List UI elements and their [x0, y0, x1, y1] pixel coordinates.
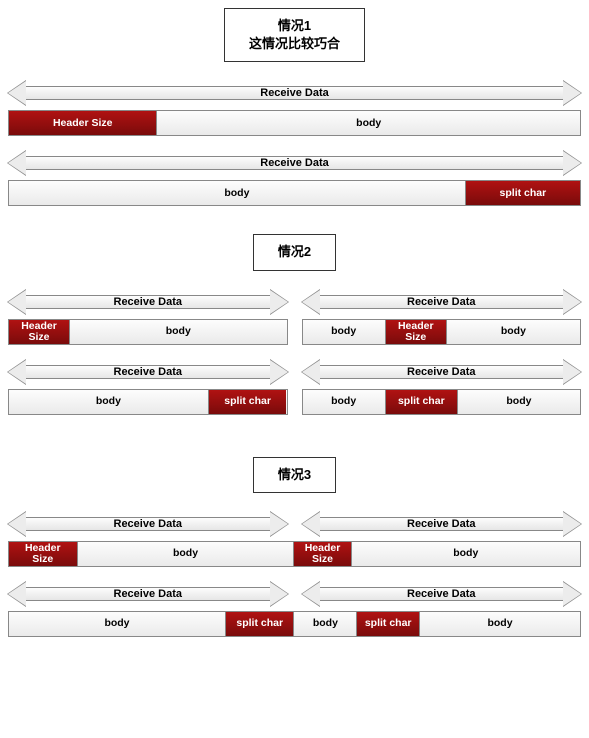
receive-arrow: Receive Data — [302, 359, 582, 385]
header-segment: Header Size — [9, 111, 157, 135]
receive-arrow: Receive Data — [8, 581, 288, 607]
arrow-label: Receive Data — [320, 365, 564, 379]
body-segment: body — [303, 320, 386, 344]
body-segment: body — [9, 612, 226, 636]
arrow-row: Receive Data Receive Data — [8, 511, 581, 541]
receive-arrow: Receive Data — [8, 359, 288, 385]
case-title: 情况3 — [253, 457, 336, 493]
data-bar: bodyHeader Sizebody — [302, 319, 582, 345]
data-bar: bodysplit charbodysplit charbody — [8, 611, 581, 637]
body-segment: body — [70, 320, 286, 344]
data-bar: Header Sizebody — [8, 110, 581, 136]
arrow-label: Receive Data — [320, 517, 564, 531]
data-bar: bodysplit char — [8, 389, 288, 415]
body-segment: body — [78, 542, 295, 566]
arrow-bar-group: Receive Data bodysplit char — [8, 150, 581, 206]
body-segment: body — [447, 320, 580, 344]
case-section: 情况3Receive DataReceive DataHeader Sizebo… — [8, 457, 581, 637]
arrow-label: Receive Data — [26, 86, 563, 100]
arrow-label: Receive Data — [26, 587, 270, 601]
diagram-root: 情况1 这情况比较巧合Receive DataHeader SizebodyRe… — [8, 8, 581, 637]
split-segment: split char — [357, 612, 420, 636]
arrow-label: Receive Data — [26, 156, 563, 170]
header-segment: Header Size — [9, 542, 78, 566]
receive-arrow: Receive Data — [8, 150, 581, 176]
data-bar: bodysplit charbody — [302, 389, 582, 415]
header-segment: Header Size — [386, 320, 447, 344]
arrow-bar-group: Receive Data bodysplit char — [8, 359, 288, 415]
case-section: 情况2Receive DataHeader SizebodyReceive Da… — [8, 234, 581, 428]
data-bar: bodysplit char — [8, 180, 581, 206]
split-segment: split char — [209, 390, 287, 414]
body-segment: body — [303, 390, 386, 414]
body-segment: body — [294, 612, 357, 636]
receive-arrow: Receive Data — [8, 511, 288, 537]
body-segment: body — [9, 390, 209, 414]
case-title: 情况2 — [253, 234, 336, 270]
row: Receive DataHeader SizebodyReceive Datab… — [8, 289, 581, 359]
receive-arrow: Receive Data — [302, 289, 582, 315]
receive-arrow: Receive Data — [8, 80, 581, 106]
case-section: 情况1 这情况比较巧合Receive DataHeader SizebodyRe… — [8, 8, 581, 206]
body-segment: body — [420, 612, 580, 636]
receive-arrow: Receive Data — [8, 289, 288, 315]
arrow-label: Receive Data — [320, 295, 564, 309]
arrow-bar-group: Receive Data Header Sizebody — [8, 80, 581, 136]
split-segment: split char — [386, 390, 458, 414]
arrow-label: Receive Data — [26, 517, 270, 531]
arrow-label: Receive Data — [26, 295, 270, 309]
header-segment: Header Size — [9, 320, 70, 344]
data-bar: Header SizebodyHeader Sizebody — [8, 541, 581, 567]
split-segment: split char — [466, 181, 580, 205]
split-segment: split char — [226, 612, 295, 636]
receive-arrow: Receive Data — [302, 581, 582, 607]
receive-arrow: Receive Data — [302, 511, 582, 537]
header-segment: Header Size — [294, 542, 351, 566]
arrow-bar-group: Receive Data bodysplit charbody — [302, 359, 582, 415]
arrow-bar-group: Receive Data bodyHeader Sizebody — [302, 289, 582, 345]
body-segment: body — [458, 390, 580, 414]
body-segment: body — [352, 542, 580, 566]
row: Receive Databodysplit charReceive Databo… — [8, 359, 581, 429]
arrow-label: Receive Data — [320, 587, 564, 601]
body-segment: body — [157, 111, 580, 135]
body-segment: body — [9, 181, 466, 205]
arrow-row: Receive Data Receive Data — [8, 581, 581, 611]
arrow-bar-group: Receive Data Header Sizebody — [8, 289, 288, 345]
case-title: 情况1 这情况比较巧合 — [224, 8, 365, 62]
data-bar: Header Sizebody — [8, 319, 288, 345]
arrow-label: Receive Data — [26, 365, 270, 379]
